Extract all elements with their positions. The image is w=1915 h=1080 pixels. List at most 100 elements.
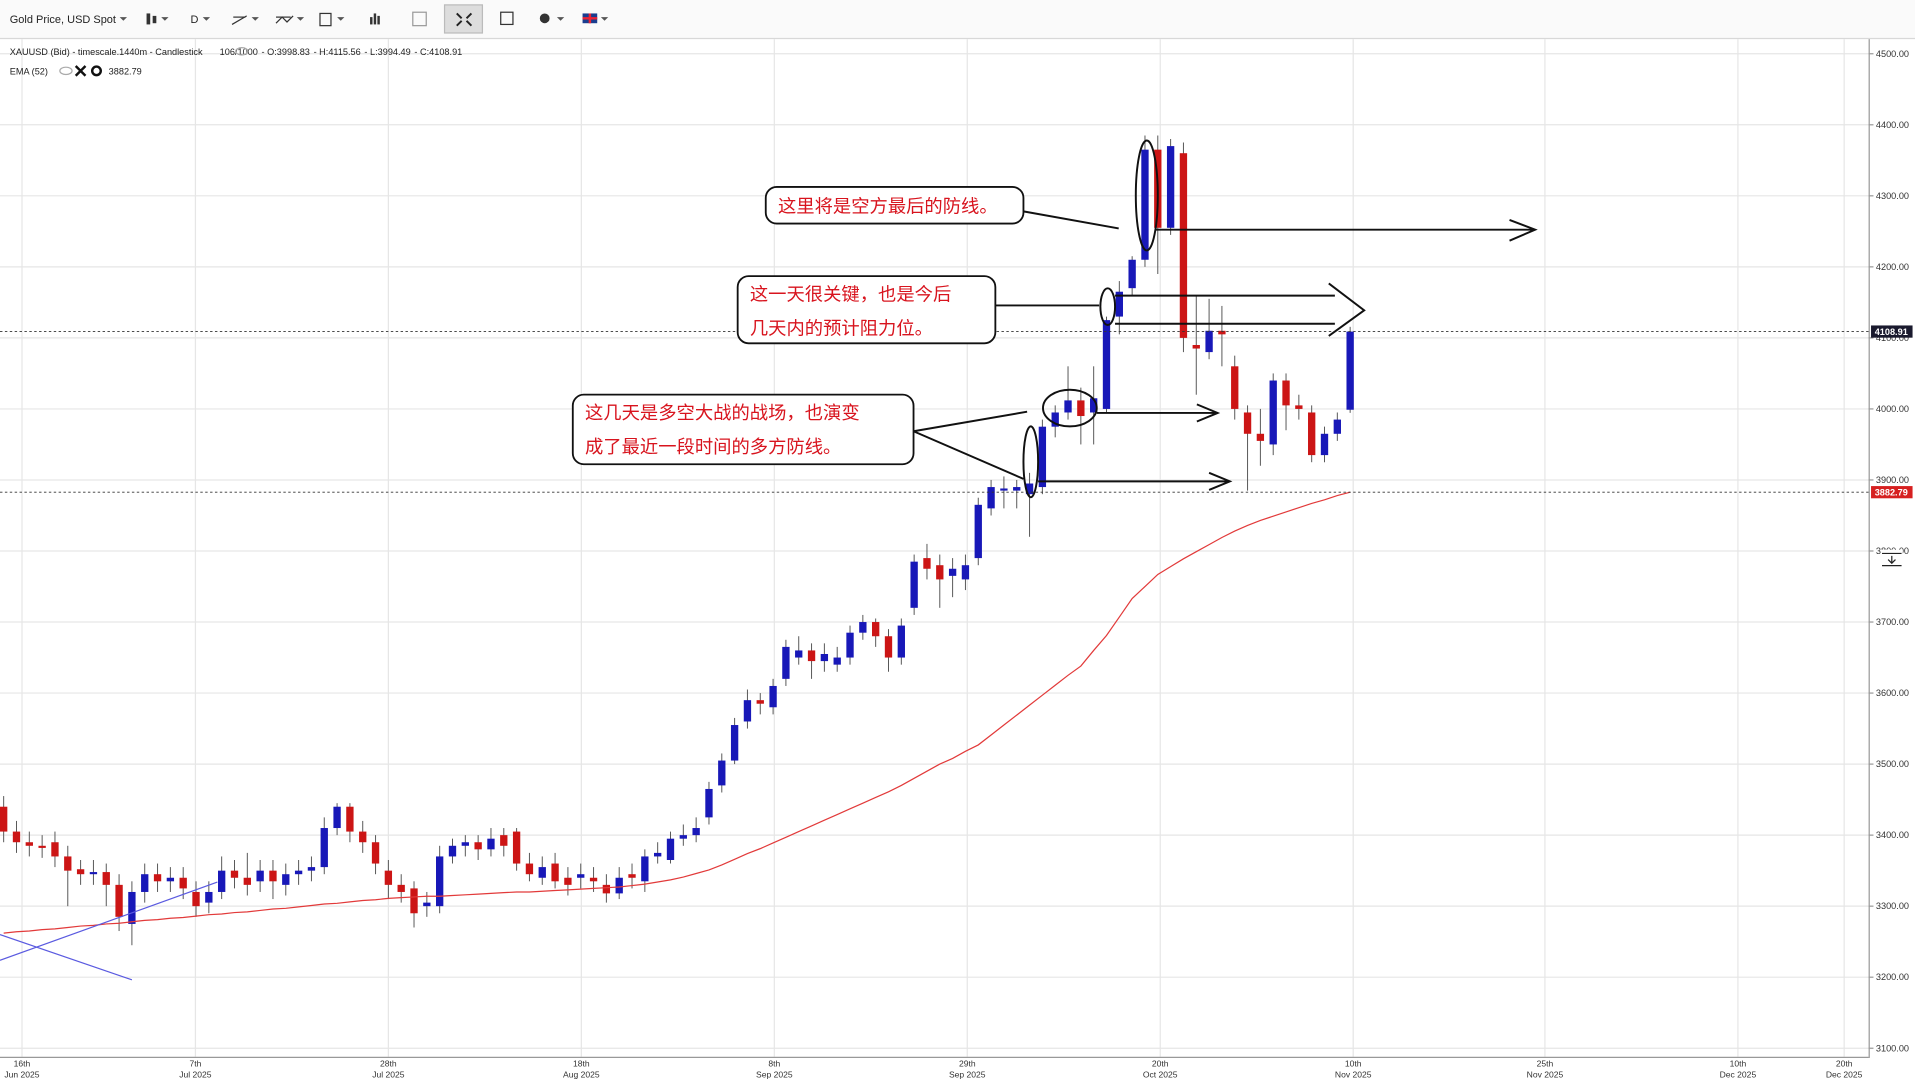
caret[interactable]	[202, 17, 211, 21]
candle-body	[1320, 433, 1329, 456]
candle-icon[interactable]	[146, 13, 169, 25]
candle-body	[1295, 405, 1303, 409]
candle-body	[628, 874, 636, 878]
settings-icon[interactable]	[90, 65, 102, 77]
candle-body	[1256, 433, 1265, 441]
candle-body	[1346, 331, 1354, 410]
candle-body	[166, 877, 175, 882]
candle-body	[884, 636, 893, 658]
y-tick-label: 3500.00	[1876, 759, 1909, 769]
fullscreen-btn[interactable]	[443, 4, 484, 34]
candle-body	[141, 874, 149, 892]
candle-body	[948, 568, 957, 576]
candle-body	[1025, 483, 1034, 495]
caret[interactable]	[556, 17, 565, 21]
layout-tool[interactable]	[412, 11, 427, 27]
candle-body	[1038, 426, 1047, 488]
price-tag	[1871, 325, 1913, 338]
candle-body	[602, 884, 611, 894]
candle-body	[936, 565, 944, 580]
x-tick-label: 10th	[1345, 1059, 1362, 1069]
candle-body	[897, 625, 905, 658]
arrow	[1038, 471, 1233, 491]
candle-body	[1128, 259, 1136, 289]
candle-body	[38, 845, 46, 848]
candle-body	[128, 891, 136, 924]
candle-body	[397, 884, 405, 892]
candle-body	[1051, 412, 1059, 427]
ema-last: 3882.79	[109, 67, 142, 77]
callout-text: 成了最近一段时间的多方防线。	[585, 437, 841, 458]
candle-body	[730, 725, 739, 761]
shape-tool[interactable]	[319, 12, 345, 27]
candle-body	[218, 870, 226, 892]
candle-body	[102, 872, 110, 885]
remove-icon[interactable]	[74, 65, 87, 77]
x-tick-label: Dec 2025	[1826, 1070, 1863, 1080]
ellipse	[1099, 287, 1117, 326]
timeframe[interactable]: D	[191, 14, 199, 26]
settings-tool[interactable]	[539, 13, 550, 24]
arrow	[1155, 218, 1538, 242]
language-flag[interactable]	[582, 13, 609, 24]
candle-body	[1269, 380, 1277, 445]
candle-body	[795, 650, 803, 658]
x-tick-label: Dec 2025	[1720, 1070, 1757, 1080]
candle-body	[666, 838, 675, 860]
price-tag-label: 3882.79	[1875, 488, 1908, 498]
x-tick-label: 25th	[1537, 1059, 1554, 1069]
candle-body	[256, 870, 264, 882]
candle-body	[153, 874, 162, 882]
candle-body	[1243, 412, 1252, 434]
info: XAUUSD (Bid) - timescale.1440m - Candles…	[10, 47, 203, 57]
candle-body	[807, 650, 816, 662]
candle-body	[1090, 398, 1098, 413]
x-tick-label: Sep 2025	[949, 1070, 986, 1080]
price-tag-label: 4108.91	[1875, 327, 1908, 337]
candle-body	[974, 504, 982, 559]
axes: 3100.00 3200.00 3300.00 3400.00 3500.00 3600.…	[4, 49, 1913, 1080]
candle-body	[89, 872, 98, 875]
x-tick-label: Jun 2025	[4, 1070, 39, 1080]
callout-text: 这几天是多空大战的战场，也演变	[585, 403, 860, 424]
line-tool[interactable]	[231, 15, 259, 25]
candle-body	[371, 842, 380, 864]
x-tick-label: Jul 2025	[372, 1070, 405, 1080]
fib-tool[interactable]	[275, 15, 305, 24]
candle-body	[961, 565, 970, 580]
y-tick-label: 4100.00	[1876, 333, 1909, 343]
candle-body	[205, 891, 213, 903]
high: 4115.56	[328, 47, 360, 57]
ellipse	[1022, 425, 1040, 499]
y-tick-label: 3400.00	[1876, 830, 1909, 840]
candle-body	[1282, 380, 1290, 406]
candle-body	[833, 657, 841, 665]
header-info: XAUUSD (Bid) - timescale.1440m - Candles…	[10, 47, 462, 77]
candle-body	[1218, 330, 1226, 335]
candle-body	[333, 806, 341, 829]
eye-icon[interactable]	[235, 47, 249, 56]
candle-body	[1013, 487, 1021, 491]
candle-body	[384, 870, 393, 885]
candle-body	[718, 760, 726, 786]
candle-body	[230, 870, 239, 878]
candle-body	[615, 877, 623, 894]
pointer	[1023, 210, 1119, 230]
eye-icon[interactable]	[59, 66, 73, 76]
candle-body	[282, 874, 290, 885]
candle-body	[12, 831, 21, 843]
trend-drawings	[0, 881, 218, 981]
candle-body	[820, 653, 829, 662]
caret[interactable]	[119, 17, 128, 21]
candle-body	[782, 646, 790, 679]
indicator-tool[interactable]	[370, 13, 380, 25]
series-info: XAUUSD (Bid) - timescale.1440m - Candles…	[10, 47, 462, 57]
x-tick-label: 18th	[573, 1059, 590, 1069]
symbol[interactable]: Gold Price, USD Spot	[10, 14, 116, 26]
candle-body	[192, 891, 200, 907]
callout-text: 这里将是空方最后的防线。	[778, 197, 998, 218]
crop-tool[interactable]	[500, 11, 514, 26]
candle-body	[346, 806, 354, 832]
axis-tool-icon	[1882, 552, 1902, 567]
